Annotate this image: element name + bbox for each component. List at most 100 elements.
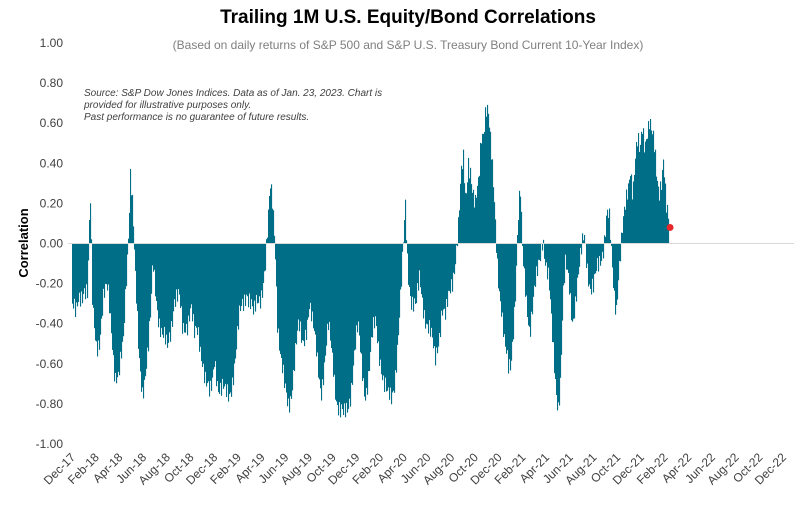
correlation-bar	[309, 243, 311, 310]
correlation-bar	[145, 243, 147, 377]
correlation-bar	[313, 243, 315, 329]
correlation-bar	[586, 243, 588, 268]
correlation-bar	[462, 169, 464, 244]
y-tick-label: 1.00	[40, 36, 64, 50]
correlation-bar	[485, 107, 487, 244]
correlation-bar	[472, 192, 474, 244]
correlation-bar	[601, 243, 603, 261]
correlation-bar	[118, 243, 120, 372]
correlation-bar	[587, 243, 589, 264]
correlation-bar	[570, 243, 572, 294]
correlation-bar	[311, 243, 313, 322]
correlation-bar	[330, 243, 332, 341]
correlation-bar	[282, 243, 284, 374]
correlation-bar	[196, 243, 198, 328]
correlation-bar	[317, 243, 319, 353]
correlation-bar	[440, 243, 442, 338]
correlation-bar	[658, 186, 660, 244]
correlation-bar	[439, 243, 441, 333]
correlation-bar	[154, 243, 156, 270]
correlation-bar	[476, 197, 478, 244]
correlation-bar	[204, 243, 206, 384]
correlation-bar	[532, 243, 534, 315]
correlation-bar	[195, 243, 197, 327]
correlation-bar	[515, 243, 517, 302]
correlation-bar	[632, 199, 634, 244]
correlation-bar	[185, 243, 187, 333]
correlation-bar	[594, 243, 596, 275]
correlation-bar	[90, 203, 92, 244]
correlation-bar	[279, 243, 281, 351]
correlation-bar	[568, 243, 570, 273]
correlation-bar	[394, 243, 396, 393]
correlation-bar	[593, 243, 595, 293]
correlation-bar	[335, 243, 337, 400]
correlation-bar	[507, 243, 509, 351]
correlation-bar	[191, 243, 193, 305]
correlation-bar	[533, 243, 535, 297]
y-tick-label: -1.00	[36, 437, 64, 451]
correlation-bar	[329, 243, 331, 322]
correlation-bar	[487, 104, 489, 244]
correlation-bar	[550, 243, 552, 300]
correlation-bar	[174, 243, 176, 300]
correlation-bar	[172, 243, 174, 327]
correlation-bar	[263, 243, 265, 284]
correlation-bar	[268, 209, 270, 244]
correlation-bar	[434, 243, 436, 347]
correlation-bar	[169, 243, 171, 333]
correlation-bar	[368, 243, 370, 372]
correlation-bar	[583, 240, 585, 244]
correlation-bar	[283, 243, 285, 365]
correlation-bar	[124, 243, 126, 323]
correlation-bar	[133, 226, 135, 244]
correlation-bar	[351, 243, 353, 383]
correlation-bar	[85, 243, 87, 300]
correlation-bar	[571, 243, 573, 321]
correlation-bar	[296, 243, 298, 345]
correlation-bar	[379, 243, 381, 366]
correlation-bar	[501, 243, 503, 317]
correlation-bar	[146, 243, 148, 369]
correlation-bar	[98, 243, 100, 341]
correlation-bar	[328, 243, 330, 331]
correlation-bar	[104, 243, 106, 298]
correlation-bar	[321, 243, 323, 401]
correlation-bar	[542, 243, 544, 251]
correlation-bar	[543, 239, 545, 244]
correlation-bar	[589, 243, 591, 285]
correlation-bar	[190, 243, 192, 309]
correlation-bar	[113, 243, 115, 356]
correlation-bar	[493, 187, 495, 244]
correlation-bar	[267, 237, 269, 244]
correlation-bar	[403, 242, 405, 244]
source-note: Source: S&P Dow Jones Indices. Data as o…	[83, 88, 382, 123]
correlation-bar	[323, 243, 325, 386]
correlation-bar	[247, 243, 249, 297]
correlation-bar	[616, 243, 618, 305]
correlation-bar	[82, 243, 84, 304]
correlation-bar	[198, 243, 200, 328]
correlation-bar	[562, 243, 564, 321]
correlation-bar	[74, 243, 76, 299]
correlation-bar	[665, 183, 667, 244]
correlation-bar	[358, 243, 360, 322]
correlation-bar	[194, 243, 196, 339]
correlation-bar	[539, 243, 541, 260]
correlation-bar	[500, 243, 502, 302]
correlation-bar	[546, 243, 548, 263]
correlation-bar	[96, 243, 98, 342]
correlation-bar	[524, 243, 526, 269]
correlation-bar	[611, 243, 613, 247]
correlation-bar	[188, 243, 190, 316]
correlation-bar	[275, 243, 277, 260]
correlation-bar	[518, 220, 520, 244]
correlation-bar	[385, 243, 387, 378]
correlation-bar	[429, 243, 431, 321]
correlation-bar	[574, 243, 576, 319]
correlation-bar	[100, 243, 102, 335]
correlation-bar	[246, 243, 248, 295]
correlation-bar	[132, 194, 134, 244]
correlation-bar	[289, 243, 291, 413]
correlation-bar	[547, 243, 549, 280]
